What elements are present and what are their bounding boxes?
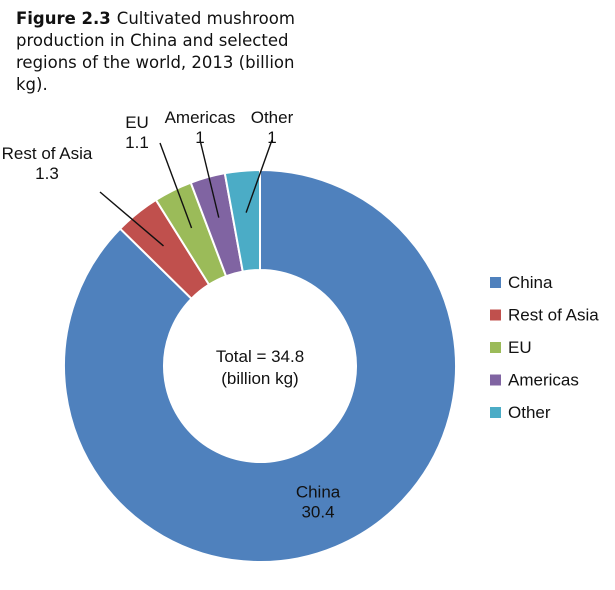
slice-label-eu: EU (125, 113, 149, 132)
legend-label-americas: Americas (508, 371, 579, 390)
legend-swatch-rest-of-asia (490, 309, 501, 321)
legend-label-eu: EU (508, 338, 532, 357)
center-label-line: Total = 34.8 (216, 347, 304, 366)
leader-line-americas (199, 139, 220, 218)
legend-swatch-americas (490, 374, 501, 386)
slice-label-rest-of-asia: Rest of Asia (2, 144, 93, 163)
slice-value-americas: 1 (195, 128, 204, 147)
slice-label-china: China (296, 482, 341, 501)
leader-line-rest-of-asia (99, 191, 164, 247)
leader-line-other (245, 139, 273, 213)
center-label-group: Total = 34.8 (billion kg) (216, 347, 304, 388)
slice-label-americas: Americas (165, 108, 236, 127)
center-label-line: (billion kg) (221, 369, 298, 388)
slice-value-china: 30.4 (301, 502, 334, 521)
slice-value-other: 1 (267, 128, 276, 147)
slice-value-rest-of-asia: 1.3 (35, 164, 59, 183)
slice-label-other: Other (251, 108, 294, 127)
figure-number: Figure 2.3 (16, 9, 111, 28)
legend-label-other: Other (508, 403, 551, 422)
legend-swatch-other (490, 407, 501, 418)
legend: China Rest of Asia EU Americas Other (490, 273, 599, 422)
leader-lines-group (99, 139, 273, 247)
slice-value-eu: 1.1 (125, 133, 149, 152)
figure-title: Cultivated mushroom production in China … (16, 9, 295, 94)
slice-other (223, 168, 261, 273)
figure-caption: Figure 2.3 Cultivated mushroom production… (16, 8, 306, 96)
legend-label-rest-of-asia: Rest of Asia (508, 306, 599, 325)
legend-swatch-china (490, 277, 501, 288)
slices-group (63, 168, 457, 563)
legend-swatch-eu (490, 342, 501, 353)
slice-china (63, 168, 457, 563)
legend-label-china: China (508, 273, 553, 292)
leader-line-eu (159, 142, 193, 229)
